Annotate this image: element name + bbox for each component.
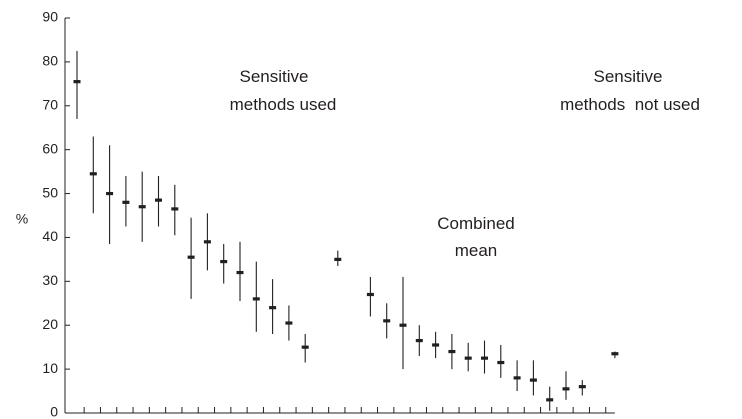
data-point bbox=[171, 184, 179, 236]
data-point bbox=[122, 176, 130, 227]
data-point bbox=[236, 241, 244, 302]
y-axis-label: % bbox=[16, 211, 28, 227]
mean-marker bbox=[448, 349, 456, 354]
data-point bbox=[269, 279, 277, 334]
mean-marker bbox=[497, 360, 505, 365]
mean-marker bbox=[269, 306, 277, 310]
mean-marker bbox=[122, 200, 130, 204]
mean-marker bbox=[529, 378, 537, 382]
data-point bbox=[366, 276, 374, 317]
mean-marker bbox=[399, 323, 407, 327]
data-point bbox=[203, 213, 211, 271]
mean-marker bbox=[334, 257, 342, 261]
annotation-line: Sensitive bbox=[240, 67, 309, 86]
mean-marker bbox=[236, 270, 244, 275]
mean-marker bbox=[611, 352, 619, 356]
data-point bbox=[252, 261, 260, 332]
data-point bbox=[432, 331, 440, 359]
mean-marker bbox=[285, 321, 293, 325]
data-point bbox=[220, 244, 228, 284]
annotation-line: Sensitive bbox=[594, 67, 663, 86]
data-point bbox=[187, 217, 195, 299]
data-point bbox=[89, 136, 97, 214]
annotation-line: Combined bbox=[437, 214, 515, 233]
data-point bbox=[464, 342, 472, 372]
mean-marker bbox=[546, 398, 554, 402]
mean-marker bbox=[203, 240, 211, 244]
data-point bbox=[562, 371, 570, 400]
y-tick-label: 60 bbox=[42, 140, 58, 156]
data-point bbox=[578, 380, 586, 396]
data-point bbox=[481, 340, 488, 374]
mean-marker bbox=[366, 292, 374, 297]
data-point bbox=[334, 250, 342, 266]
mean-marker bbox=[138, 205, 146, 209]
annotation-line: mean bbox=[455, 241, 498, 260]
mean-marker bbox=[171, 207, 179, 211]
annotation-line: methods used bbox=[230, 95, 337, 114]
annotation-sensitive-methods-used: Sensitive methods used bbox=[230, 67, 337, 114]
mean-marker bbox=[187, 255, 195, 259]
mean-marker bbox=[578, 385, 586, 389]
annotation-combined-mean: Combined mean bbox=[437, 214, 515, 260]
y-tick-label: 30 bbox=[42, 272, 58, 288]
mean-marker bbox=[383, 319, 391, 323]
data-point bbox=[497, 344, 505, 378]
x-axis bbox=[65, 407, 615, 414]
y-tick-label: 80 bbox=[42, 53, 58, 69]
y-axis: 0 10 20 30 40 50 60 70 80 90 bbox=[42, 9, 70, 419]
y-tick-label: 20 bbox=[42, 316, 58, 332]
y-tick-label: 50 bbox=[42, 184, 58, 200]
mean-marker bbox=[432, 343, 440, 347]
y-tick-label: 70 bbox=[42, 96, 58, 112]
mean-marker bbox=[106, 191, 114, 196]
data-point bbox=[285, 305, 293, 341]
data-point bbox=[513, 360, 521, 392]
data-point bbox=[383, 303, 391, 339]
mean-marker bbox=[464, 356, 472, 360]
mean-marker bbox=[252, 297, 260, 301]
data-point bbox=[106, 145, 114, 245]
data-point bbox=[611, 351, 619, 359]
mean-marker bbox=[562, 387, 570, 391]
annotation-line: methods not used bbox=[560, 95, 700, 114]
y-tick-label: 40 bbox=[42, 228, 58, 244]
mean-marker bbox=[73, 80, 81, 84]
data-point bbox=[73, 50, 81, 119]
data-point bbox=[301, 334, 309, 363]
y-tick-label: 90 bbox=[42, 9, 58, 25]
mean-marker bbox=[220, 259, 228, 264]
y-tick-label: 10 bbox=[42, 360, 58, 376]
data-point bbox=[448, 334, 456, 370]
data-point bbox=[529, 360, 537, 396]
y-tick-label: 0 bbox=[50, 404, 58, 419]
data-point bbox=[155, 176, 162, 227]
data-point bbox=[546, 386, 554, 411]
data-point bbox=[138, 171, 146, 242]
mean-marker bbox=[89, 172, 97, 176]
mean-marker bbox=[513, 376, 521, 380]
mean-marker bbox=[415, 338, 423, 343]
mean-marker bbox=[301, 345, 309, 349]
data-point bbox=[415, 325, 423, 356]
annotation-sensitive-methods-not-used: Sensitive methods not used bbox=[560, 67, 700, 114]
data-point bbox=[399, 276, 407, 370]
mean-marker bbox=[155, 198, 162, 202]
mean-marker bbox=[481, 356, 488, 360]
data-marks bbox=[73, 50, 619, 411]
